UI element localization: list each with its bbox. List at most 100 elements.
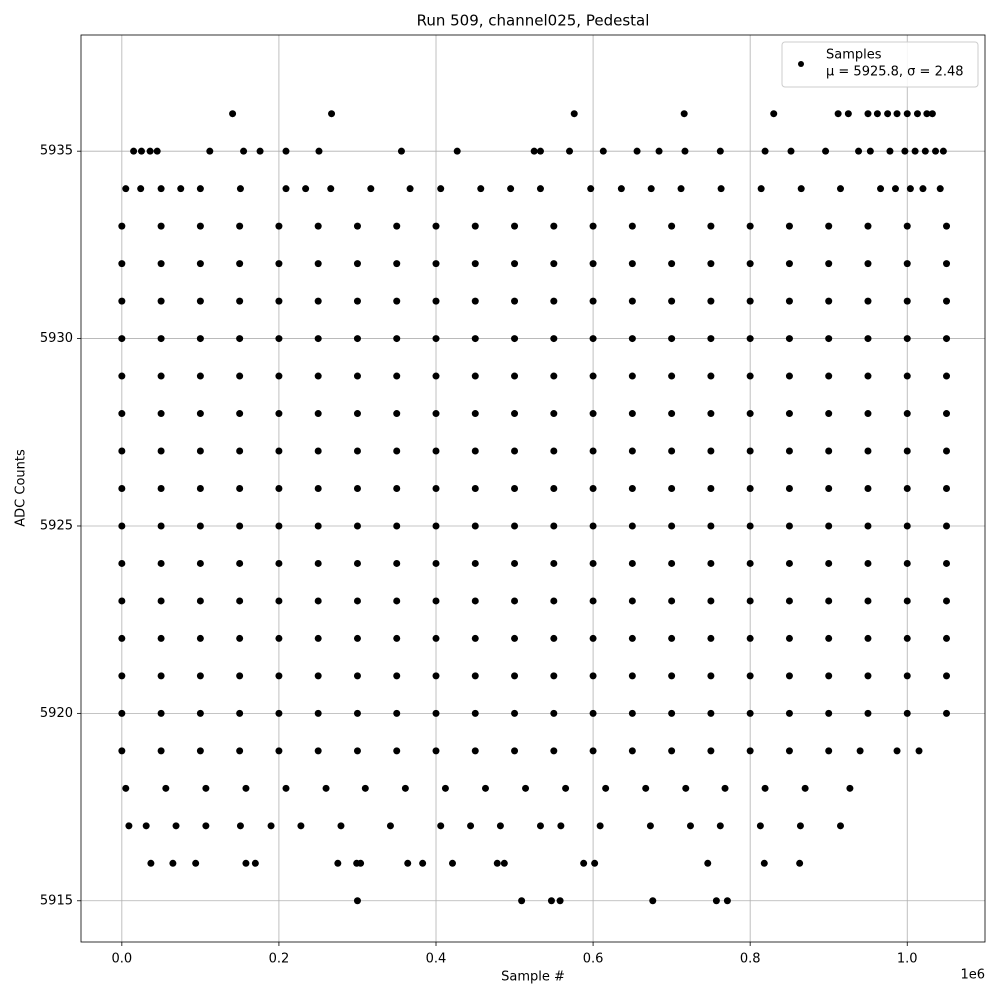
point [315, 147, 323, 155]
point [628, 410, 636, 418]
point [302, 185, 310, 193]
point [196, 597, 204, 605]
point [785, 372, 793, 380]
point [471, 297, 479, 305]
point [746, 522, 754, 530]
point [236, 747, 244, 755]
point [367, 185, 375, 193]
point [628, 335, 636, 343]
point [471, 634, 479, 642]
point [746, 747, 754, 755]
point [353, 897, 361, 905]
point [589, 222, 597, 230]
point [707, 709, 715, 717]
point [589, 522, 597, 530]
point [471, 597, 479, 605]
point [196, 485, 204, 492]
point [921, 147, 929, 155]
point [628, 559, 636, 567]
point [393, 297, 401, 305]
point [550, 485, 558, 492]
point [393, 260, 401, 268]
plot-frame [80, 34, 986, 943]
point [432, 672, 440, 680]
point [864, 672, 872, 680]
point [432, 522, 440, 530]
point [432, 222, 440, 230]
point [282, 784, 290, 792]
point [122, 784, 130, 792]
point [903, 372, 911, 380]
point [686, 822, 694, 830]
point [589, 260, 597, 268]
point [746, 597, 754, 605]
point [118, 597, 126, 605]
point [196, 372, 204, 380]
legend-annotation: μ = 5925.8, σ = 2.48 [826, 65, 964, 80]
point [936, 185, 944, 193]
point [864, 410, 872, 418]
point [589, 672, 597, 680]
point [471, 372, 479, 380]
point [825, 709, 833, 717]
point [393, 485, 401, 492]
point [721, 784, 729, 792]
point [511, 559, 519, 567]
point [680, 110, 688, 118]
point [677, 185, 685, 193]
point [587, 185, 595, 193]
point [550, 447, 558, 455]
point [668, 335, 676, 343]
point [353, 222, 361, 230]
point [236, 634, 244, 642]
point [939, 147, 947, 155]
point [903, 522, 911, 530]
point [157, 260, 165, 268]
point [864, 634, 872, 642]
point [856, 747, 864, 755]
point [196, 447, 204, 455]
x-tick-label: 0.8 [740, 952, 761, 967]
point [655, 147, 663, 155]
point [681, 147, 689, 155]
point [511, 260, 519, 268]
x-axis-label: Sample # [501, 970, 565, 985]
point [550, 672, 558, 680]
point [589, 410, 597, 418]
point [275, 485, 283, 492]
point [157, 709, 165, 717]
point [432, 485, 440, 492]
point [511, 222, 519, 230]
point [153, 147, 161, 155]
point [855, 147, 863, 155]
point [668, 709, 676, 717]
point [275, 747, 283, 755]
point [785, 597, 793, 605]
point [432, 634, 440, 642]
point [432, 335, 440, 343]
point [169, 859, 177, 867]
point [471, 672, 479, 680]
point [353, 297, 361, 305]
point [903, 260, 911, 268]
point [471, 559, 479, 567]
point [118, 672, 126, 680]
point [471, 709, 479, 717]
point [297, 822, 305, 830]
point [628, 672, 636, 680]
point [628, 709, 636, 717]
point [589, 747, 597, 755]
point [825, 522, 833, 530]
point [172, 822, 180, 830]
point [236, 297, 244, 305]
point [471, 747, 479, 755]
point [406, 185, 414, 193]
point [864, 522, 872, 530]
point [787, 147, 795, 155]
point [157, 485, 165, 492]
point [903, 297, 911, 305]
point [202, 784, 210, 792]
point [157, 597, 165, 605]
point [919, 185, 927, 193]
point [836, 822, 844, 830]
